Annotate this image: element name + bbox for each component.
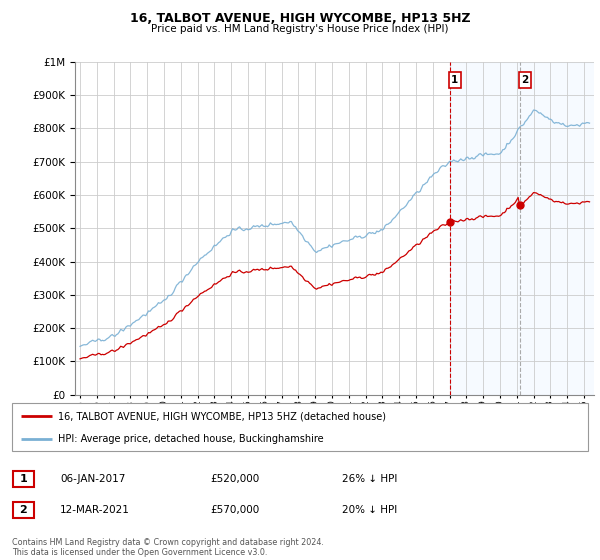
- FancyBboxPatch shape: [13, 471, 34, 487]
- Text: 2: 2: [521, 75, 529, 85]
- Text: HPI: Average price, detached house, Buckinghamshire: HPI: Average price, detached house, Buck…: [58, 434, 324, 444]
- Bar: [449, 62, 595, 395]
- Text: £570,000: £570,000: [210, 505, 259, 515]
- Text: 12-MAR-2021: 12-MAR-2021: [60, 505, 130, 515]
- FancyBboxPatch shape: [13, 502, 34, 517]
- Text: 16, TALBOT AVENUE, HIGH WYCOMBE, HP13 5HZ: 16, TALBOT AVENUE, HIGH WYCOMBE, HP13 5H…: [130, 12, 470, 25]
- Text: 1: 1: [20, 474, 27, 484]
- Point: [515, 200, 524, 209]
- Text: 1: 1: [451, 75, 458, 85]
- Point: [445, 217, 454, 226]
- FancyBboxPatch shape: [12, 403, 588, 451]
- Text: 20% ↓ HPI: 20% ↓ HPI: [342, 505, 397, 515]
- Text: Contains HM Land Registry data © Crown copyright and database right 2024.
This d: Contains HM Land Registry data © Crown c…: [12, 538, 324, 557]
- Text: Price paid vs. HM Land Registry's House Price Index (HPI): Price paid vs. HM Land Registry's House …: [151, 24, 449, 34]
- Text: 06-JAN-2017: 06-JAN-2017: [60, 474, 125, 484]
- Text: £520,000: £520,000: [210, 474, 259, 484]
- Text: 2: 2: [20, 505, 27, 515]
- Text: 16, TALBOT AVENUE, HIGH WYCOMBE, HP13 5HZ (detached house): 16, TALBOT AVENUE, HIGH WYCOMBE, HP13 5H…: [58, 411, 386, 421]
- Text: 26% ↓ HPI: 26% ↓ HPI: [342, 474, 397, 484]
